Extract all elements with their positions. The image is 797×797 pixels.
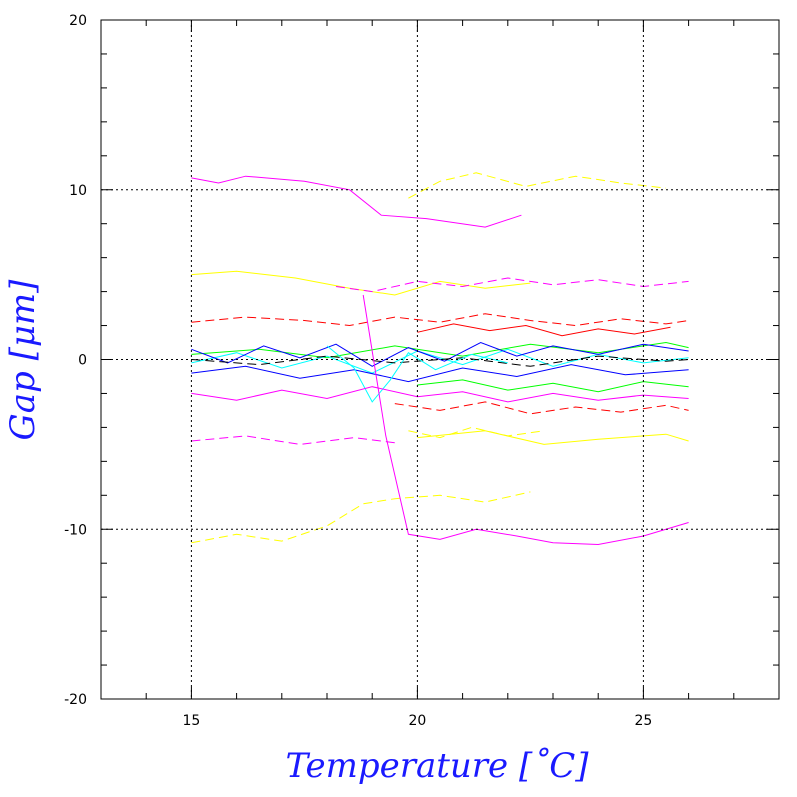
series-line-1	[408, 172, 667, 199]
x-tick-label: 25	[634, 713, 652, 729]
y-tick-label: 0	[78, 353, 87, 369]
series-line-5	[417, 323, 671, 337]
series-line-17	[417, 430, 689, 445]
y-axis-title: Gap [μm]	[3, 279, 43, 441]
x-tick-label: 20	[408, 713, 426, 729]
series-line-0	[191, 175, 522, 228]
series-line-15	[408, 426, 545, 439]
y-tick-label: 20	[69, 13, 87, 29]
x-tick-label: 15	[182, 713, 200, 729]
series-line-16	[191, 435, 395, 445]
series-line-3	[335, 277, 689, 293]
series-line-10	[191, 364, 689, 383]
plot-series-group	[191, 172, 689, 546]
series-line-8	[191, 341, 689, 367]
x-axis-title: Temperature [˚C]	[285, 746, 589, 786]
series-line-7	[191, 348, 689, 374]
series-line-14	[394, 401, 689, 415]
series-line-18	[191, 491, 531, 544]
tick-labels: 15 20 25 20 10 0 -10 -20	[64, 13, 652, 729]
y-tick-label: -20	[64, 692, 87, 708]
series-line-12	[417, 379, 689, 393]
axis-ticks	[100, 19, 780, 700]
series-line-19	[362, 294, 689, 546]
grid-lines	[101, 20, 779, 699]
series-line-13	[191, 386, 689, 403]
series-line-11	[326, 345, 508, 403]
y-tick-label: 10	[69, 183, 87, 199]
series-line-6	[191, 341, 689, 359]
y-tick-label: -10	[64, 522, 87, 538]
series-line-4	[191, 313, 689, 327]
